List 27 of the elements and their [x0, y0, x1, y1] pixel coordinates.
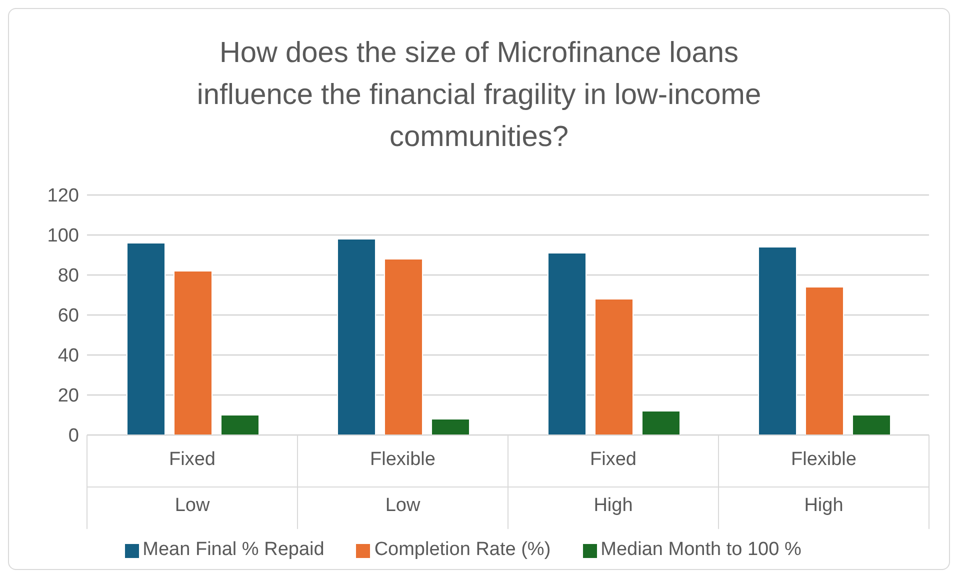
y-tick-label: 100 — [47, 226, 79, 247]
bar — [547, 252, 586, 435]
bar — [641, 410, 680, 435]
bar — [594, 298, 634, 435]
legend-label: Completion Rate (%) — [374, 539, 551, 560]
y-tick-label: 80 — [58, 266, 79, 287]
legend-label: Mean Final % Repaid — [142, 539, 324, 560]
bar — [173, 270, 212, 435]
y-tick-label: 40 — [58, 346, 79, 367]
bar — [758, 246, 797, 435]
y-tick-label: 0 — [68, 426, 79, 447]
bar — [852, 414, 891, 435]
y-tick-label: 20 — [58, 386, 79, 407]
bar — [220, 414, 260, 435]
y-tick-label: 60 — [58, 306, 79, 327]
bar — [336, 238, 376, 435]
bar — [804, 286, 844, 435]
category-label: Flexible Low — [370, 449, 436, 516]
y-tick-label: 120 — [47, 186, 79, 207]
legend-label: Median Month to 100 % — [600, 539, 802, 560]
category-label: Fixed High — [590, 449, 636, 516]
chart-title: How does the size of Microfinance loans influence the financial fragility in low-income communities? — [196, 36, 762, 155]
category-label: Flexible High — [791, 449, 856, 516]
bar — [126, 242, 166, 435]
bar — [430, 418, 470, 435]
bar — [384, 258, 423, 435]
category-label: Fixed Low — [169, 449, 216, 516]
